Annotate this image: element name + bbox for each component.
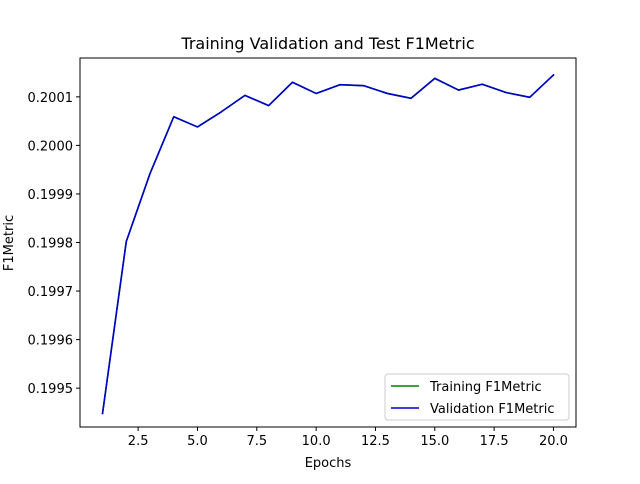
- data-point: [529, 96, 531, 98]
- data-point: [386, 92, 388, 95]
- data-point: [220, 111, 222, 113]
- legend-label: Validation F1Metric: [430, 402, 555, 417]
- chart-title: Training Validation and Test F1Metric: [180, 34, 474, 53]
- legend-box: [384, 373, 570, 421]
- x-tick-label: 15.0: [420, 434, 449, 449]
- y-axis: 0.1995 0.1996 0.1997 0.1998 0.1999 0.2000 0.20…: [28, 91, 80, 397]
- series-line-validation: [101, 73, 555, 415]
- data-point: [362, 85, 365, 87]
- data-point: [481, 83, 483, 85]
- y-tick-label: 0.1996: [28, 334, 74, 349]
- data-point: [101, 412, 104, 415]
- x-tick-label: 20.0: [539, 434, 568, 449]
- x-tick-label: 7.5: [246, 434, 267, 449]
- data-point: [410, 97, 412, 99]
- y-tick-label: 0.1995: [28, 382, 74, 397]
- legend: Training F1Metric Validation F1Metric: [384, 373, 570, 421]
- y-tick-label: 0.2001: [28, 91, 74, 106]
- y-axis-label: F1Metric: [2, 215, 17, 271]
- data-point: [268, 104, 270, 107]
- x-tick-label: 5.0: [187, 434, 208, 449]
- data-point: [173, 116, 175, 118]
- data-point: [196, 126, 199, 128]
- data-point: [315, 92, 317, 95]
- plot-frame: [79, 57, 577, 428]
- data-point: [552, 74, 555, 76]
- x-tick-label: 2.5: [128, 434, 149, 449]
- y-tick-label: 0.2000: [28, 139, 74, 154]
- data-point: [434, 77, 436, 79]
- data-point: [125, 240, 127, 243]
- x-tick-label: 10.0: [302, 434, 331, 449]
- legend-label: Training F1Metric: [429, 380, 542, 395]
- x-tick-label: 12.5: [361, 434, 390, 449]
- data-point: [291, 81, 294, 83]
- data-point: [457, 89, 460, 91]
- x-tick-label: 17.5: [480, 434, 509, 449]
- y-tick-label: 0.1999: [28, 188, 74, 203]
- y-tick-label: 0.1998: [28, 237, 74, 252]
- x-axis-label: Epochs: [305, 456, 352, 471]
- x-axis: 2.5 5.0 7.5 10.0 12.5 15.0 17.5 20.0: [128, 427, 568, 449]
- data-point: [149, 172, 151, 175]
- y-tick-label: 0.1997: [28, 285, 74, 300]
- data-point: [339, 84, 341, 86]
- series-layer: [101, 73, 555, 415]
- data-point: [244, 94, 246, 96]
- data-point: [505, 91, 507, 94]
